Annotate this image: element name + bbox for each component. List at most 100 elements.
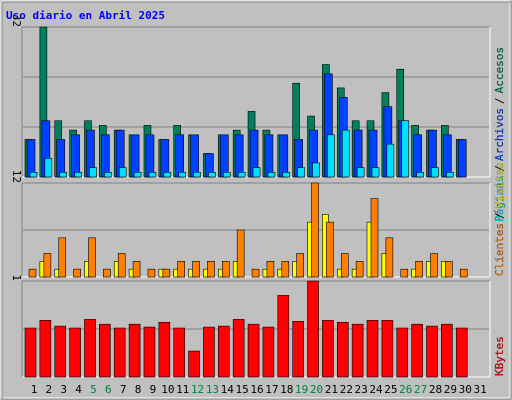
x-tick-label: 6	[105, 383, 112, 396]
bar	[371, 167, 380, 178]
bar	[411, 323, 423, 378]
bar	[355, 261, 364, 278]
bar	[232, 319, 245, 378]
bar	[459, 268, 468, 278]
bar	[103, 268, 111, 278]
x-tick-label: 7	[120, 383, 127, 396]
bar	[385, 237, 394, 278]
bar	[247, 323, 260, 378]
bar	[312, 162, 320, 178]
x-tick-label: 26	[399, 383, 412, 396]
x-tick-label: 18	[280, 383, 293, 396]
bar	[218, 325, 230, 378]
legend: Páginas/Archivos/Accesos	[493, 47, 506, 222]
bar	[292, 321, 304, 378]
bar	[234, 134, 244, 178]
bar	[132, 261, 141, 278]
bar	[28, 268, 37, 278]
bar	[69, 327, 81, 378]
legend-entry: Accesos	[493, 47, 506, 93]
legend-separator: /	[493, 97, 506, 104]
bar	[311, 182, 319, 278]
bar	[130, 134, 140, 178]
bar	[163, 172, 172, 178]
x-tick-label: 9	[150, 383, 157, 396]
bar	[39, 320, 52, 378]
bar	[101, 134, 110, 178]
x-tick-label: 23	[355, 383, 368, 396]
bar	[43, 253, 52, 278]
bar	[307, 280, 319, 378]
bar	[133, 172, 142, 178]
bar	[296, 253, 304, 278]
bar	[282, 172, 291, 178]
legend-entry: Archivos	[493, 108, 506, 161]
bar	[208, 172, 216, 178]
x-tick-label: 29	[444, 383, 457, 396]
bar	[175, 134, 184, 178]
bar	[457, 139, 467, 178]
x-tick-label: 2	[46, 383, 53, 396]
bar	[340, 253, 349, 278]
bar	[104, 172, 112, 178]
bar	[54, 325, 67, 378]
legend-entry: KBytes	[493, 336, 506, 376]
bar	[89, 167, 97, 178]
bar	[381, 320, 394, 378]
bar	[237, 172, 246, 178]
legend-separator: /	[493, 165, 506, 172]
bar	[386, 143, 395, 178]
bar	[203, 326, 215, 378]
bar	[279, 134, 289, 178]
bar	[396, 327, 409, 378]
y-tick-label: 12	[10, 170, 23, 183]
legend-separator: /	[493, 212, 506, 219]
bar	[178, 172, 186, 178]
bar	[251, 268, 260, 278]
bar	[190, 134, 199, 178]
bar	[327, 134, 335, 178]
x-tick-label: 31	[473, 383, 486, 396]
chart-title: Uso diario en Abril 2025	[6, 9, 165, 22]
bar	[400, 268, 409, 278]
x-tick-label: 5	[90, 383, 97, 396]
bar	[59, 172, 68, 178]
x-tick-label: 22	[340, 383, 353, 396]
bar	[401, 120, 410, 178]
bar	[281, 261, 290, 278]
bar	[88, 237, 96, 278]
x-tick-label: 15	[236, 383, 249, 396]
bar	[415, 261, 423, 278]
bar	[148, 172, 157, 178]
bar	[118, 167, 127, 178]
bar	[128, 323, 141, 378]
y-tick-label: 1	[10, 274, 23, 281]
bar	[207, 261, 215, 278]
bar	[266, 261, 275, 278]
x-tick-label: 24	[369, 383, 383, 396]
legend: KBytes	[493, 336, 506, 376]
legend-entry: Clientes	[493, 223, 506, 276]
x-tick-label: 17	[265, 383, 278, 396]
bar	[158, 321, 171, 378]
x-tick-label: 4	[75, 383, 82, 396]
bar	[26, 139, 36, 178]
bar	[277, 295, 290, 378]
bar	[252, 167, 261, 178]
bar	[173, 327, 185, 378]
bar	[74, 172, 82, 178]
bar	[24, 327, 37, 378]
x-tick-label: 12	[191, 383, 204, 396]
bar	[341, 129, 350, 178]
bar	[336, 321, 349, 378]
bar	[84, 319, 96, 378]
legend: Clientes/Visitas	[493, 162, 506, 276]
x-tick-label: 14	[221, 383, 235, 396]
bar	[147, 268, 156, 278]
bar	[117, 253, 126, 278]
bar	[262, 326, 275, 378]
bar	[431, 167, 439, 178]
x-tick-label: 10	[161, 383, 174, 396]
x-tick-label: 1	[31, 383, 38, 396]
